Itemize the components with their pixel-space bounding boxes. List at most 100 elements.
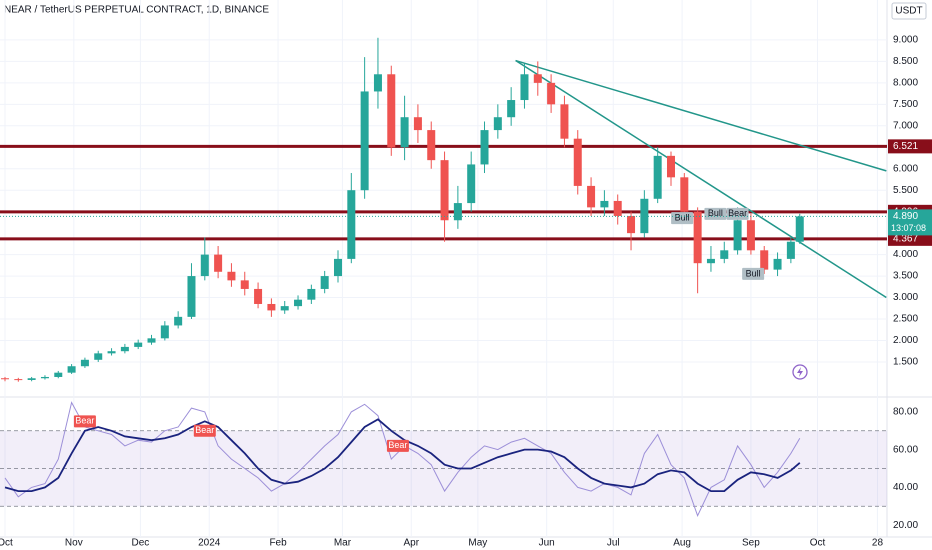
candle-body	[746, 220, 755, 251]
candle-body	[214, 254, 223, 272]
x-tick-label: Jun	[539, 538, 555, 549]
signal-label: Bull	[675, 212, 690, 222]
y-tick-label: 3.000	[893, 292, 918, 303]
y-tick-label: 2.500	[893, 314, 918, 325]
x-tick-label: Mar	[334, 538, 352, 549]
y-tick-label: 3.500	[893, 271, 918, 282]
x-tick-label: Dec	[132, 538, 150, 549]
y-tick-label: 1.500	[893, 357, 918, 368]
x-tick-label: Oct	[0, 538, 13, 549]
candle-body	[80, 359, 89, 367]
candle-body	[94, 353, 103, 360]
candle-body	[134, 342, 143, 347]
candle-body	[40, 376, 49, 379]
candle-body	[427, 130, 436, 161]
candle-body	[547, 82, 556, 105]
candle-body	[653, 155, 662, 199]
candle-body	[400, 117, 409, 148]
candle-body	[54, 372, 63, 377]
x-tick-label: Sep	[742, 538, 760, 549]
candle-body	[120, 346, 129, 352]
countdown: 13:07:08	[891, 223, 926, 233]
y-tick-label: 4.000	[893, 249, 918, 260]
rsi-tick-label: 60.00	[893, 444, 918, 455]
candle-body	[453, 203, 462, 221]
candle-body	[795, 216, 804, 242]
currency-box[interactable]	[891, 2, 927, 20]
y-tick-label: 9.000	[893, 35, 918, 46]
candle-body	[240, 280, 249, 289]
candle-body	[280, 306, 289, 311]
candle-body	[0, 378, 9, 380]
candle-body	[533, 74, 542, 83]
y-tick-label: 8.000	[893, 78, 918, 89]
signal-box	[742, 267, 765, 280]
candle-body	[360, 91, 369, 191]
signal-box	[193, 424, 216, 437]
candle-body	[786, 241, 795, 259]
y-tick-label: 7.500	[893, 99, 918, 110]
candle-body	[27, 378, 36, 380]
signal-label: Bull	[708, 208, 723, 218]
candle-body	[507, 100, 516, 118]
x-tick-label: Nov	[65, 538, 83, 549]
candle-body	[640, 198, 649, 234]
y-tick-label: 2.000	[893, 335, 918, 346]
candle-body	[520, 74, 529, 101]
candle-body	[493, 117, 502, 131]
signal-box	[73, 415, 96, 428]
candle-body	[627, 215, 636, 234]
signal-label: Bull	[746, 268, 761, 278]
x-tick-label: Apr	[403, 538, 419, 549]
signal-label: Bear	[728, 208, 747, 218]
candle-body	[720, 250, 729, 259]
signal-box	[386, 439, 409, 452]
candle-body	[773, 258, 782, 270]
candle-body	[560, 104, 569, 139]
candle-body	[294, 299, 303, 307]
x-tick-label: Feb	[269, 538, 287, 549]
candle-body	[320, 276, 329, 289]
candle-body	[693, 211, 702, 264]
candle-body	[333, 258, 342, 277]
candle-body	[573, 138, 582, 186]
candle-body	[174, 316, 183, 326]
candle-body	[760, 250, 769, 270]
level-axis-label: 4.367	[893, 233, 918, 244]
candle-body	[107, 351, 116, 354]
lightning-icon[interactable]	[792, 364, 808, 380]
candle-body	[254, 288, 263, 304]
chart-title: NEAR / TetherUS PERPETUAL CONTRACT, 1D, …	[4, 5, 269, 16]
rsi-tick-label: 20.00	[893, 520, 918, 531]
trendline	[515, 59, 887, 299]
candle-body	[587, 185, 596, 208]
candle-body	[467, 164, 476, 204]
level-axis-label: 6.521	[893, 141, 918, 152]
x-tick-label: May	[468, 538, 487, 549]
y-tick-label: 7.000	[893, 120, 918, 131]
candle-body	[347, 190, 356, 259]
candle-body	[600, 200, 609, 208]
candle-body	[67, 366, 76, 373]
last-price-label: 4.890	[893, 211, 918, 222]
last-price-box	[888, 209, 932, 236]
y-tick-label: 5.500	[893, 185, 918, 196]
candle-body	[147, 338, 156, 343]
candle-body	[200, 254, 209, 277]
candle-body	[733, 220, 742, 251]
rsi-tick-label: 40.00	[893, 482, 918, 493]
currency: USDT	[895, 6, 922, 17]
candle-body	[613, 200, 622, 216]
candle-body	[480, 130, 489, 165]
signal-box	[671, 212, 694, 225]
signal-label: Bear	[388, 440, 407, 450]
candle-body	[14, 379, 23, 381]
candle-body	[666, 155, 675, 178]
candle-body	[680, 177, 689, 212]
signal-label: Bear	[195, 425, 214, 435]
candle-body	[440, 160, 449, 221]
y-tick-label: 8.500	[893, 56, 918, 67]
rsi-tick-label: 80.00	[893, 407, 918, 418]
